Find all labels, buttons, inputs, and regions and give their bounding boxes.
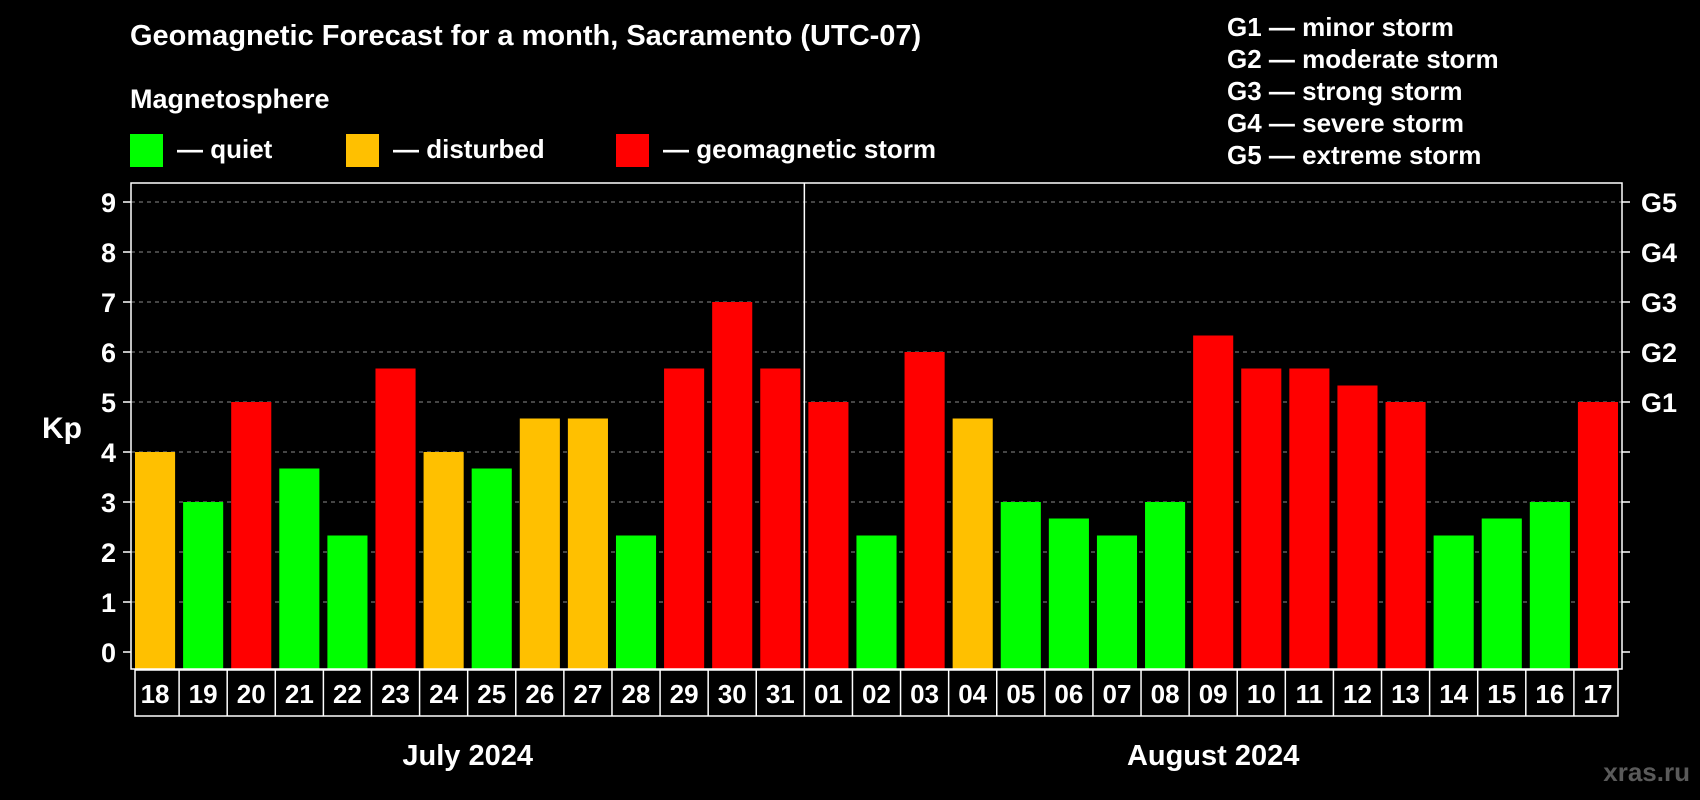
bar-18 — [135, 452, 176, 669]
day-label-row — [134, 669, 1619, 717]
bar-19 — [183, 502, 224, 669]
legend-label-storm: — geomagnetic storm — [663, 134, 937, 164]
x-tick-label-20: 20 — [237, 679, 266, 709]
bar-16 — [1529, 502, 1570, 669]
storm-level-label-g2: G2 — [1641, 338, 1677, 368]
legend-title: Magnetosphere — [130, 84, 330, 114]
bar-12 — [1337, 385, 1378, 669]
x-tick-label-27: 27 — [573, 679, 602, 709]
bar-10 — [1241, 368, 1282, 669]
x-tick-label-01: 01 — [814, 679, 843, 709]
y-tick-label: 1 — [101, 588, 116, 618]
x-tick-label-07: 07 — [1103, 679, 1132, 709]
month-label-0: July 2024 — [402, 740, 533, 772]
x-tick-label-16: 16 — [1535, 679, 1564, 709]
y-tick-label: 0 — [101, 638, 116, 668]
legend-label-disturbed: — disturbed — [393, 134, 545, 164]
x-tick-label-31: 31 — [766, 679, 795, 709]
bar-22 — [327, 535, 368, 669]
y-tick-label: 8 — [101, 238, 116, 268]
bar-31 — [760, 368, 801, 669]
x-tick-label-06: 06 — [1054, 679, 1083, 709]
bar-15 — [1481, 518, 1522, 669]
x-tick-label-03: 03 — [910, 679, 939, 709]
bar-25 — [471, 468, 512, 669]
bar-29 — [664, 368, 705, 669]
storm-level-label-g5: G5 — [1641, 188, 1677, 218]
bar-30 — [712, 302, 753, 669]
bar-02 — [856, 535, 897, 669]
x-tick-label-02: 02 — [862, 679, 891, 709]
bar-20 — [231, 402, 272, 669]
bar-08 — [1145, 502, 1186, 669]
y-tick-label: 4 — [101, 438, 116, 468]
x-tick-label-26: 26 — [525, 679, 554, 709]
y-tick-label: 9 — [101, 188, 116, 218]
y-tick-label: 6 — [101, 338, 116, 368]
x-tick-label-15: 15 — [1487, 679, 1516, 709]
bar-04 — [952, 418, 993, 669]
legend-swatch-storm — [616, 134, 649, 167]
bar-06 — [1048, 518, 1089, 669]
x-tick-label-05: 05 — [1006, 679, 1035, 709]
y-axis-label: Kp — [42, 412, 82, 445]
legend-label-quiet: — quiet — [177, 134, 273, 164]
bar-28 — [615, 535, 657, 669]
bar-23 — [375, 368, 416, 669]
x-tick-label-21: 21 — [285, 679, 314, 709]
x-tick-label-13: 13 — [1391, 679, 1420, 709]
bar-24 — [423, 452, 464, 669]
storm-key-g5: G5 — extreme storm — [1227, 140, 1482, 170]
x-tick-label-23: 23 — [381, 679, 410, 709]
x-tick-label-09: 09 — [1199, 679, 1228, 709]
x-tick-label-24: 24 — [429, 679, 458, 709]
bar-27 — [567, 418, 608, 669]
bar-11 — [1289, 368, 1330, 669]
x-tick-label-11: 11 — [1296, 679, 1324, 709]
x-tick-label-29: 29 — [670, 679, 699, 709]
x-tick-label-18: 18 — [141, 679, 170, 709]
watermark: xras.ru — [1603, 757, 1690, 787]
x-tick-label-12: 12 — [1343, 679, 1372, 709]
chart-title: Geomagnetic Forecast for a month, Sacram… — [130, 20, 922, 52]
bar-21 — [279, 468, 320, 669]
bar-13 — [1385, 402, 1426, 669]
x-tick-label-28: 28 — [622, 679, 651, 709]
storm-key-g2: G2 — moderate storm — [1227, 44, 1499, 74]
x-tick-label-30: 30 — [718, 679, 747, 709]
bar-17 — [1577, 402, 1618, 669]
x-tick-label-08: 08 — [1151, 679, 1180, 709]
x-tick-label-22: 22 — [333, 679, 362, 709]
storm-level-label-g4: G4 — [1641, 238, 1677, 268]
bar-26 — [519, 418, 560, 669]
x-tick-label-14: 14 — [1439, 679, 1468, 709]
bar-05 — [1000, 502, 1041, 669]
storm-key-g3: G3 — strong storm — [1227, 76, 1463, 106]
bar-07 — [1096, 535, 1138, 669]
month-label-1: August 2024 — [1127, 740, 1299, 772]
legend-swatch-disturbed — [346, 134, 379, 167]
storm-key-g4: G4 — severe storm — [1227, 108, 1465, 138]
x-tick-label-17: 17 — [1583, 679, 1612, 709]
y-tick-label: 5 — [101, 388, 116, 418]
x-tick-label-19: 19 — [189, 679, 218, 709]
bar-01 — [808, 402, 849, 669]
y-tick-label: 3 — [101, 488, 116, 518]
x-tick-label-04: 04 — [958, 679, 987, 709]
x-tick-label-25: 25 — [477, 679, 506, 709]
y-tick-label: 2 — [101, 538, 116, 568]
plot-frame — [130, 182, 1623, 670]
y-tick-label: 7 — [101, 288, 116, 318]
storm-level-label-g3: G3 — [1641, 288, 1677, 318]
bar-03 — [904, 352, 945, 669]
bar-14 — [1433, 535, 1474, 669]
storm-key-g1: G1 — minor storm — [1227, 12, 1454, 42]
bar-09 — [1193, 335, 1234, 669]
storm-level-label-g1: G1 — [1641, 388, 1677, 418]
legend-swatch-quiet — [130, 134, 163, 167]
x-tick-label-10: 10 — [1247, 679, 1276, 709]
